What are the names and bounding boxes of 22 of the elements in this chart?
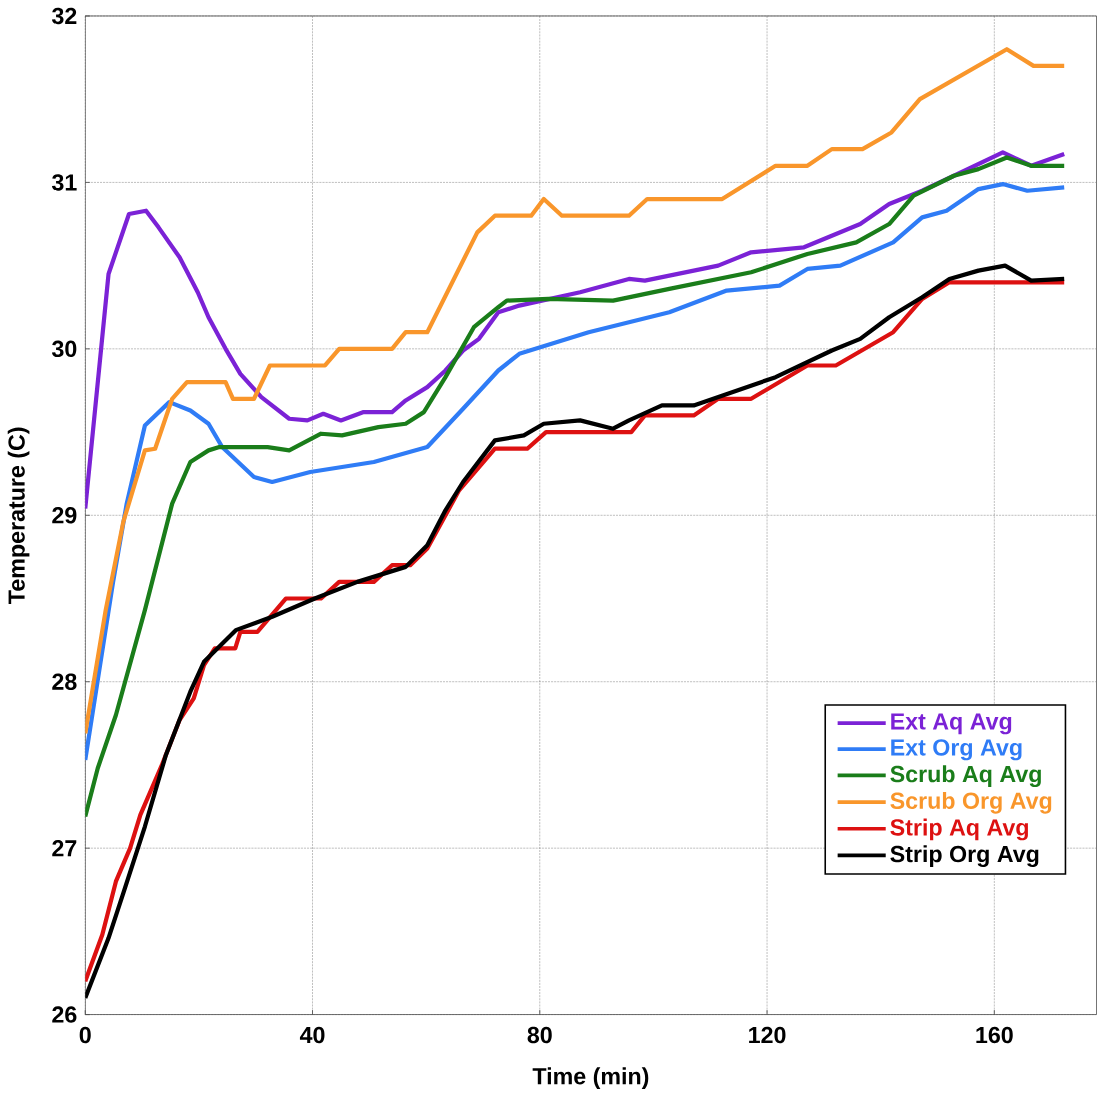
- x-tick-label: 160: [976, 1026, 1013, 1044]
- y-tick-label: 28: [52, 673, 77, 691]
- y-tick-label: 27: [52, 840, 77, 857]
- y-tick-label: 31: [51, 174, 77, 191]
- y-tick-label: 30: [51, 340, 77, 358]
- y-axis-title: Temperature (C): [7, 427, 30, 604]
- legend-label: Strip Org Avg: [890, 845, 1039, 868]
- legend-label: Ext Aq Avg: [891, 713, 1012, 735]
- x-tick-label: 120: [749, 1026, 786, 1044]
- legend-label: Ext Org Avg: [891, 739, 1022, 761]
- line-series: [85, 47, 1067, 736]
- y-tick-label: 26: [52, 1006, 77, 1023]
- y-tick-label: 29: [52, 507, 77, 524]
- x-tick-label: 80: [527, 1026, 552, 1044]
- legend-label: Strip Aq Avg: [890, 818, 1028, 841]
- x-tick-label: 0: [79, 1026, 91, 1044]
- legend-label: Scrub Org Avg: [890, 792, 1052, 814]
- x-axis-title: Time (min): [532, 1067, 649, 1090]
- x-tick-label: 40: [299, 1026, 325, 1044]
- y-tick-label: 32: [51, 7, 77, 25]
- line-series: [85, 150, 1067, 511]
- legend-label: Scrub Aq Avg: [890, 765, 1041, 788]
